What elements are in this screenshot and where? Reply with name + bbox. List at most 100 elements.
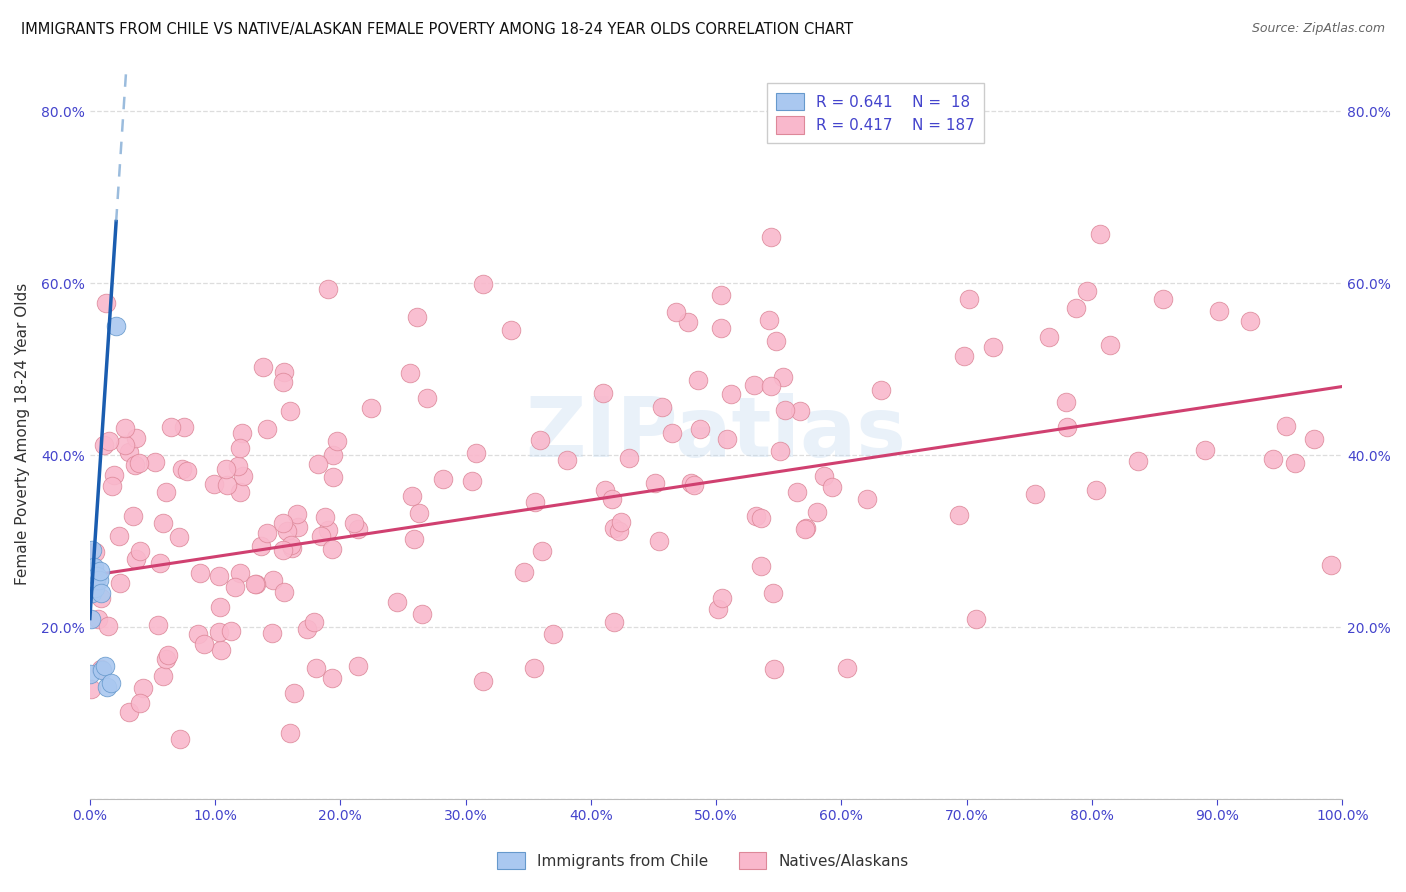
Point	[499, 323, 522, 337]
Point	[152, 516, 174, 530]
Point	[125, 431, 148, 445]
Point	[302, 615, 325, 629]
Point	[89, 564, 111, 578]
Point	[1054, 395, 1077, 409]
Point	[1239, 314, 1261, 328]
Point	[762, 586, 785, 600]
Point	[281, 541, 304, 556]
Point	[759, 379, 782, 393]
Point	[1098, 338, 1121, 352]
Point	[821, 480, 844, 494]
Point	[101, 479, 124, 493]
Point	[710, 591, 733, 606]
Point	[385, 594, 408, 608]
Point	[118, 705, 141, 719]
Point	[215, 462, 238, 476]
Point	[322, 448, 344, 462]
Point	[360, 401, 382, 415]
Point	[176, 465, 198, 479]
Point	[125, 552, 148, 566]
Point	[592, 385, 614, 400]
Point	[983, 340, 1005, 354]
Point	[110, 576, 132, 591]
Point	[128, 543, 150, 558]
Point	[280, 537, 302, 551]
Point	[749, 511, 772, 525]
Point	[789, 404, 811, 418]
Point	[83, 560, 105, 574]
Text: ZIPatlas: ZIPatlas	[526, 393, 907, 475]
Point	[602, 521, 624, 535]
Point	[1056, 420, 1078, 434]
Point	[83, 582, 105, 596]
Point	[321, 542, 343, 557]
Point	[170, 462, 193, 476]
Point	[765, 334, 787, 348]
Point	[94, 658, 117, 673]
Point	[742, 378, 765, 392]
Point	[167, 530, 190, 544]
Point	[541, 627, 564, 641]
Point	[1274, 418, 1296, 433]
Point	[226, 459, 249, 474]
Point	[187, 626, 209, 640]
Point	[173, 419, 195, 434]
Point	[278, 726, 301, 740]
Point	[1320, 558, 1343, 572]
Point	[160, 419, 183, 434]
Point	[607, 524, 630, 538]
Point	[93, 438, 115, 452]
Point	[957, 293, 980, 307]
Point	[835, 661, 858, 675]
Point	[124, 458, 146, 472]
Point	[619, 451, 641, 466]
Point	[465, 446, 488, 460]
Point	[707, 601, 730, 615]
Point	[1088, 227, 1111, 241]
Point	[155, 484, 177, 499]
Point	[1208, 304, 1230, 318]
Point	[100, 676, 122, 690]
Point	[314, 510, 336, 524]
Point	[114, 438, 136, 452]
Point	[271, 543, 294, 558]
Point	[1084, 483, 1107, 497]
Point	[90, 591, 112, 605]
Point	[86, 568, 108, 582]
Point	[87, 612, 110, 626]
Point	[105, 319, 128, 334]
Point	[232, 469, 254, 483]
Point	[256, 421, 278, 435]
Point	[273, 365, 295, 379]
Point	[347, 659, 370, 673]
Point	[716, 433, 738, 447]
Point	[84, 545, 107, 559]
Point	[404, 533, 426, 547]
Point	[401, 489, 423, 503]
Point	[262, 573, 284, 587]
Point	[689, 422, 711, 436]
Point	[610, 515, 633, 529]
Point	[287, 507, 309, 521]
Point	[143, 455, 166, 469]
Point	[744, 509, 766, 524]
Point	[114, 421, 136, 435]
Point	[513, 565, 536, 579]
Point	[121, 508, 143, 523]
Point	[1194, 443, 1216, 458]
Point	[224, 580, 246, 594]
Point	[108, 529, 131, 543]
Point	[647, 534, 669, 549]
Legend: R = 0.641    N =  18, R = 0.417    N = 187: R = 0.641 N = 18, R = 0.417 N = 187	[768, 84, 984, 144]
Point	[305, 661, 328, 675]
Point	[82, 560, 104, 574]
Point	[295, 622, 318, 636]
Point	[90, 586, 112, 600]
Point	[155, 652, 177, 666]
Point	[763, 663, 786, 677]
Point	[793, 522, 815, 536]
Point	[322, 469, 344, 483]
Point	[759, 229, 782, 244]
Point	[262, 625, 284, 640]
Legend: Immigrants from Chile, Natives/Alaskans: Immigrants from Chile, Natives/Alaskans	[491, 846, 915, 875]
